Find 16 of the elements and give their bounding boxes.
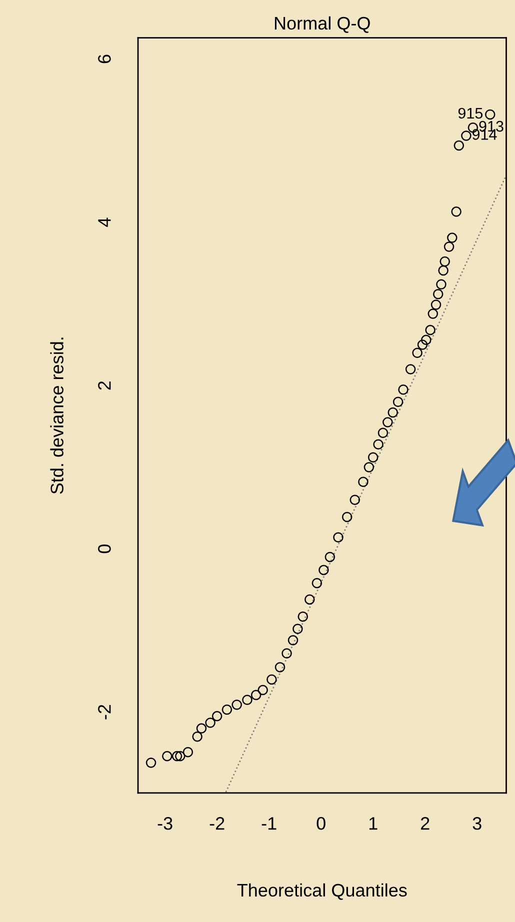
y-tick-label: 4 [98, 218, 111, 227]
x-tick-label: 1 [369, 817, 378, 830]
x-tick-label: -3 [158, 817, 172, 830]
x-tick-label: 3 [472, 817, 482, 830]
x-tick-label: -2 [210, 817, 224, 830]
y-axis-title: Std. deviance resid. [50, 338, 64, 494]
x-axis-title: Theoretical Quantiles [237, 883, 407, 900]
chart-title: Normal Q-Q [274, 16, 370, 33]
y-tick-label: 2 [98, 381, 111, 390]
x-tick-label: 2 [421, 817, 430, 830]
x-tick-label: 0 [316, 817, 326, 830]
y-tick-label: 0 [98, 544, 111, 554]
y-tick-label: -2 [98, 704, 111, 720]
annotation: 915 [458, 108, 483, 119]
y-tick-label: 6 [98, 54, 111, 64]
x-tick-label: -1 [262, 817, 276, 830]
